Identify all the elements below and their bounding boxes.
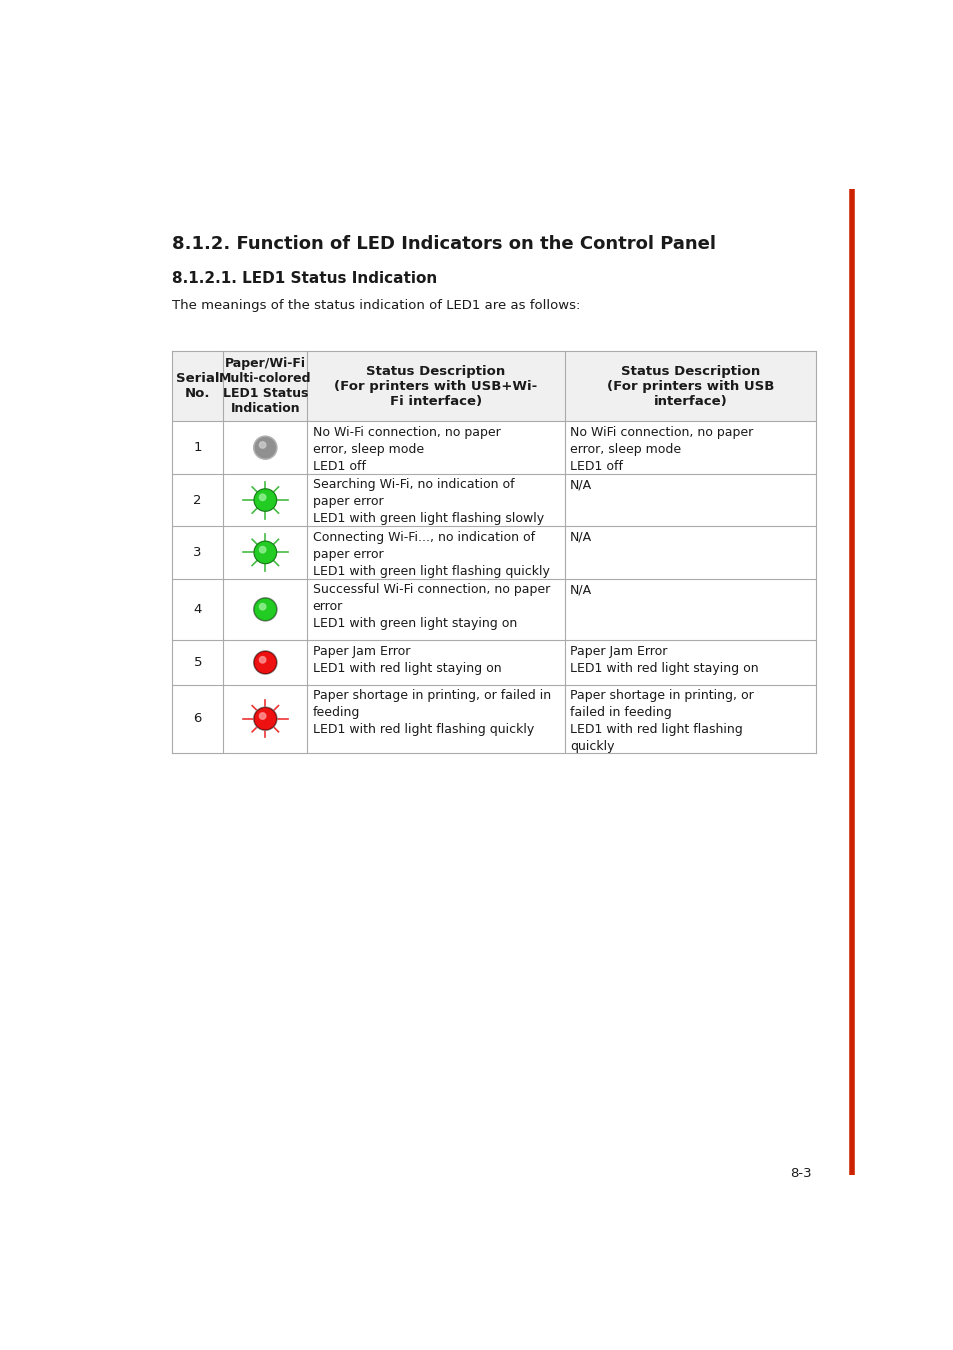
Text: 2: 2 <box>193 494 202 506</box>
Text: Paper Jam Error
LED1 with red light staying on: Paper Jam Error LED1 with red light stay… <box>313 645 500 675</box>
Text: N/A: N/A <box>570 583 592 597</box>
Circle shape <box>253 489 276 512</box>
Text: 1: 1 <box>193 441 202 454</box>
Circle shape <box>253 598 276 621</box>
Text: 8.1.2.1. LED1 Status Indication: 8.1.2.1. LED1 Status Indication <box>172 271 436 286</box>
Text: Paper shortage in printing, or
failed in feeding
LED1 with red light flashing
qu: Paper shortage in printing, or failed in… <box>570 690 753 753</box>
Circle shape <box>253 651 276 674</box>
Text: Paper/Wi-Fi
Multi-colored
LED1 Status
Indication: Paper/Wi-Fi Multi-colored LED1 Status In… <box>219 356 312 414</box>
Text: No Wi-Fi connection, no paper
error, sleep mode
LED1 off: No Wi-Fi connection, no paper error, sle… <box>313 427 499 472</box>
Text: N/A: N/A <box>570 531 592 544</box>
Circle shape <box>259 547 266 553</box>
Circle shape <box>253 541 276 563</box>
Text: Successful Wi-Fi connection, no paper
error
LED1 with green light staying on: Successful Wi-Fi connection, no paper er… <box>313 583 549 630</box>
Text: The meanings of the status indication of LED1 are as follows:: The meanings of the status indication of… <box>172 300 579 312</box>
Text: Searching Wi-Fi, no indication of
paper error
LED1 with green light flashing slo: Searching Wi-Fi, no indication of paper … <box>313 478 543 525</box>
Circle shape <box>255 437 275 458</box>
Circle shape <box>253 707 276 730</box>
Text: Serial
No.: Serial No. <box>175 373 219 400</box>
Circle shape <box>259 494 266 501</box>
Circle shape <box>254 707 276 729</box>
Text: Paper Jam Error
LED1 with red light staying on: Paper Jam Error LED1 with red light stay… <box>570 645 758 675</box>
Circle shape <box>255 543 275 563</box>
Circle shape <box>259 603 266 610</box>
Text: No WiFi connection, no paper
error, sleep mode
LED1 off: No WiFi connection, no paper error, slee… <box>570 427 753 472</box>
Text: Status Description
(For printers with USB+Wi-
Fi interface): Status Description (For printers with US… <box>334 364 537 408</box>
Text: 6: 6 <box>193 713 202 725</box>
Circle shape <box>255 490 275 510</box>
Text: 8.1.2. Function of LED Indicators on the Control Panel: 8.1.2. Function of LED Indicators on the… <box>172 235 715 254</box>
Circle shape <box>255 599 275 620</box>
Text: 3: 3 <box>193 545 202 559</box>
Text: 5: 5 <box>193 656 202 670</box>
Text: Connecting Wi-Fi..., no indication of
paper error
LED1 with green light flashing: Connecting Wi-Fi..., no indication of pa… <box>313 531 549 578</box>
Text: N/A: N/A <box>570 478 592 491</box>
Text: 4: 4 <box>193 603 202 616</box>
Circle shape <box>255 652 275 672</box>
Circle shape <box>259 656 266 663</box>
Circle shape <box>253 436 276 459</box>
Circle shape <box>259 441 266 448</box>
Text: 8-3: 8-3 <box>790 1166 811 1180</box>
Bar <box>172 351 815 421</box>
Circle shape <box>254 652 276 674</box>
Circle shape <box>254 598 276 620</box>
Text: Paper shortage in printing, or failed in
feeding
LED1 with red light flashing qu: Paper shortage in printing, or failed in… <box>313 690 550 737</box>
Text: Status Description
(For printers with USB
interface): Status Description (For printers with US… <box>606 364 773 408</box>
Circle shape <box>255 709 275 729</box>
Circle shape <box>259 713 266 720</box>
